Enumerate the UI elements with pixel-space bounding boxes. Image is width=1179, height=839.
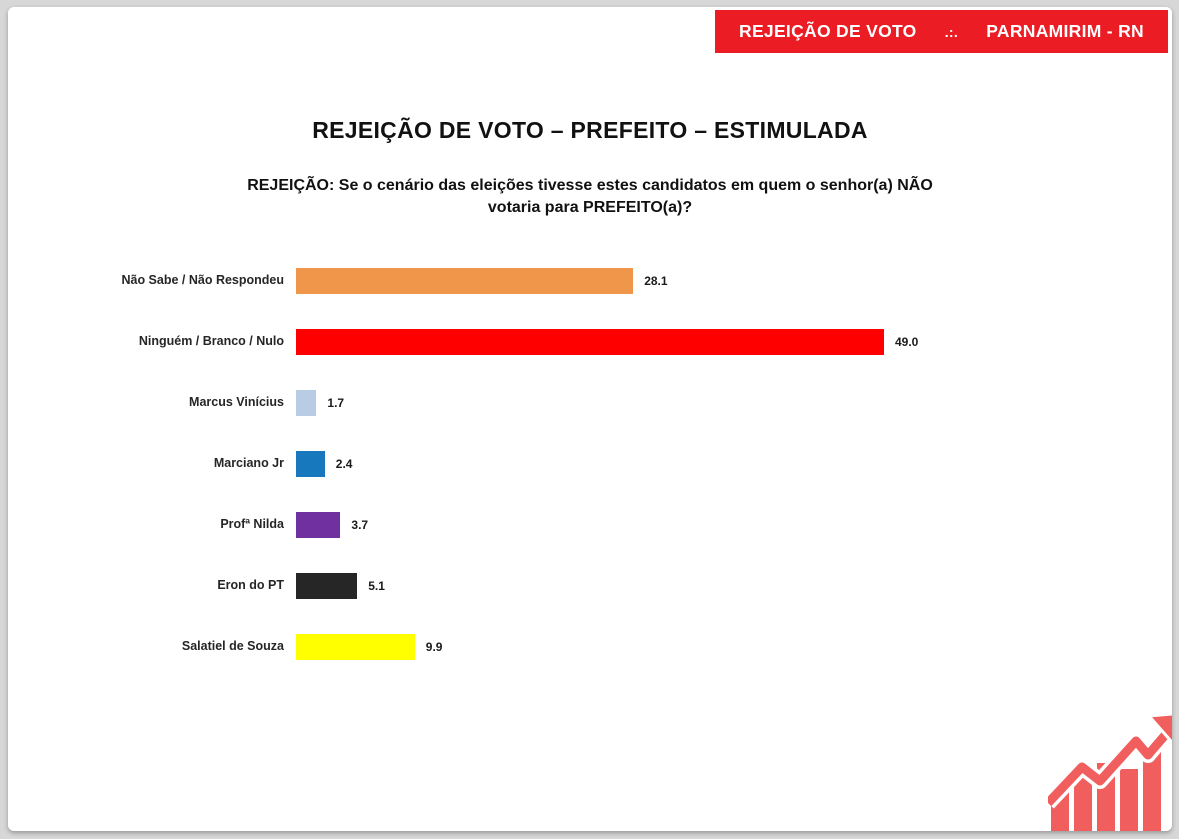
bar-row: Profª Nilda 3.7 bbox=[8, 494, 1172, 555]
bar bbox=[296, 389, 317, 416]
bar bbox=[296, 450, 325, 477]
bar-category-label: Marciano Jr bbox=[213, 456, 284, 471]
bar bbox=[296, 328, 884, 355]
bar bbox=[296, 572, 358, 599]
bar bbox=[296, 633, 415, 660]
logo-arrowhead bbox=[1145, 713, 1172, 745]
bar-row: Salatiel de Souza 9.9 bbox=[8, 616, 1172, 677]
bar-chart: Não Sabe / Não Respondeu 28.1 Ninguém / Br… bbox=[8, 250, 1172, 677]
bar-row: Não Sabe / Não Respondeu 28.1 bbox=[8, 250, 1172, 311]
bar-value-label: 5.1 bbox=[368, 578, 385, 593]
banner-separator: .:. bbox=[944, 23, 959, 40]
bar-area: 3.7 bbox=[296, 511, 1172, 538]
header-banner: REJEIÇÃO DE VOTO .:. PARNAMIRIM - RN bbox=[715, 10, 1168, 53]
bar-row: Eron do PT 5.1 bbox=[8, 555, 1172, 616]
bar-category-label: Profª Nilda bbox=[220, 517, 284, 532]
bar-area: 49.0 bbox=[296, 328, 1172, 355]
slide-card: REJEIÇÃO DE VOTO .:. PARNAMIRIM - RN REJ… bbox=[8, 7, 1172, 831]
bar bbox=[296, 267, 634, 294]
banner-right-label: PARNAMIRIM - RN bbox=[986, 21, 1144, 41]
growth-chart-arrow-logo bbox=[1048, 713, 1172, 831]
bar-row: Ninguém / Branco / Nulo 49.0 bbox=[8, 311, 1172, 372]
bar-value-label: 49.0 bbox=[895, 334, 919, 349]
bar-category-label: Não Sabe / Não Respondeu bbox=[121, 273, 284, 288]
bar-category-label: Marcus Vinícius bbox=[189, 395, 284, 410]
bar-area: 1.7 bbox=[296, 389, 1172, 416]
bar-value-label: 1.7 bbox=[327, 395, 345, 410]
bar-category-label: Eron do PT bbox=[217, 578, 284, 593]
bar-row: Marciano Jr 2.4 bbox=[8, 433, 1172, 494]
chart-subtitle: REJEIÇÃO: Se o cenário das eleições tive… bbox=[247, 177, 933, 217]
bar-value-label: 2.4 bbox=[335, 456, 353, 471]
bar-row: Marcus Vinícius 1.7 bbox=[8, 372, 1172, 433]
chart-title: REJEIÇÃO DE VOTO – PREFEITO – ESTIMULADA bbox=[312, 117, 868, 143]
banner-left-label: REJEIÇÃO DE VOTO bbox=[739, 21, 917, 41]
bar-area: 28.1 bbox=[296, 267, 1172, 294]
bar-area: 9.9 bbox=[296, 633, 1172, 660]
bar-category-label: Salatiel de Souza bbox=[181, 639, 284, 654]
bar-area: 2.4 bbox=[296, 450, 1172, 477]
logo-trend-line bbox=[1048, 724, 1172, 807]
bar-area: 5.1 bbox=[296, 572, 1172, 599]
bar-value-label: 3.7 bbox=[351, 517, 369, 532]
bar-category-label: Ninguém / Branco / Nulo bbox=[138, 334, 284, 349]
bar-value-label: 9.9 bbox=[425, 639, 443, 654]
bar-value-label: 28.1 bbox=[644, 273, 668, 288]
bar bbox=[296, 511, 341, 538]
